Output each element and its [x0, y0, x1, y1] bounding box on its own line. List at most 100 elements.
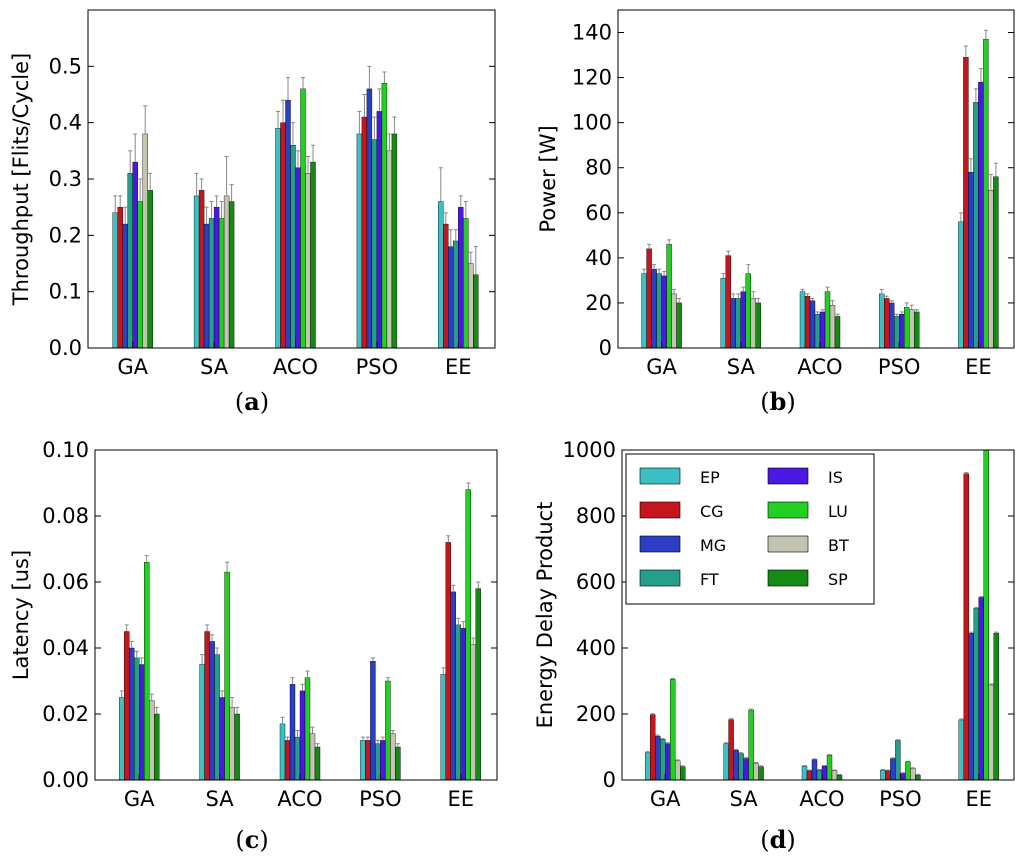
bar-c-CG-SA	[204, 631, 210, 781]
bar-d-BT-ACO	[831, 770, 838, 781]
bar-d-FT-EE	[973, 608, 979, 781]
legend-swatch-CG	[639, 501, 681, 519]
panel-d: 0 200 400 600 800 1000 GA SA ACO PSO EE Energy Dela…	[533, 438, 1015, 854]
bar-d-FT-SA	[738, 753, 744, 781]
bar-c-SP-GA	[153, 713, 160, 781]
bar-d-CG-GA	[650, 714, 656, 781]
bar-b-EP-GA	[641, 273, 647, 349]
bar-b-CG-EE	[963, 57, 969, 349]
bar-d-BT-SA	[753, 763, 759, 781]
xtick-label-c-SA: SA	[206, 787, 235, 811]
bar-c-BT-EE	[470, 644, 476, 781]
bar-d-BT-PSO	[910, 768, 916, 781]
panel-c: 0.00 0.02 0.04 0.06 0.08 0.10 GA SA ACO PSO EE Late…	[9, 438, 498, 854]
xtick-label-c-ACO: ACO	[277, 787, 322, 811]
legend-swatch-IS	[767, 467, 809, 485]
ytick-label-d: 1000	[563, 438, 616, 462]
bar-a-FT-ACO	[290, 144, 296, 349]
bar-b-IS-GA	[661, 275, 667, 349]
bar-d-EP-SA	[723, 743, 729, 781]
bar-c-LU-SA	[224, 571, 230, 781]
bar-d-IS-EE	[978, 597, 984, 781]
bar-c-CG-ACO	[284, 740, 291, 781]
bar-c-MG-PSO	[370, 661, 376, 781]
bar-a-FT-PSO	[371, 139, 378, 349]
bar-b-LU-ACO	[824, 291, 831, 349]
caption-c: (c)	[235, 825, 268, 854]
bar-a-MG-GA	[122, 223, 128, 349]
bar-c-MG-EE	[450, 591, 456, 781]
legend-swatch-FT	[639, 569, 681, 587]
ytick-label-b: 100	[572, 111, 612, 135]
bar-b-BT-SA	[750, 298, 756, 349]
caption-paren-open: (	[235, 826, 244, 854]
bar-d-MG-EE	[968, 632, 974, 781]
bar-c-LU-EE	[465, 489, 471, 781]
bar-a-CG-SA	[198, 190, 205, 349]
xtick-label-b-SA: SA	[727, 355, 756, 379]
bar-d-EP-EE	[958, 719, 964, 781]
ytick-label-c: 0.08	[42, 504, 89, 528]
xtick-label-a-GA: GA	[117, 355, 148, 379]
bar-b-BT-EE	[988, 190, 994, 349]
bar-a-CG-ACO	[280, 122, 286, 349]
bar-d-SP-EE	[993, 632, 999, 781]
bar-c-EP-SA	[199, 664, 205, 781]
bar-a-MG-EE	[448, 246, 454, 349]
bar-b-SP-EE	[993, 176, 999, 349]
bar-b-FT-SA	[735, 298, 741, 349]
caption-paren-open: (	[760, 388, 769, 416]
bar-a-IS-EE	[458, 206, 464, 349]
bar-b-IS-ACO	[819, 311, 826, 349]
ytick-label-a: 0.5	[49, 54, 82, 78]
bar-d-IS-GA	[665, 743, 671, 781]
bar-a-LU-GA	[137, 201, 143, 349]
bar-c-BT-GA	[148, 700, 155, 781]
bar-d-BT-EE	[988, 684, 994, 781]
bar-a-BT-PSO	[386, 150, 393, 349]
bar-d-FT-ACO	[816, 769, 823, 781]
legend-swatch-EP	[639, 467, 681, 485]
bar-b-IS-SA	[740, 291, 746, 349]
bar-c-BT-PSO	[390, 733, 396, 781]
bar-c-FT-SA	[214, 654, 220, 781]
bar-c-MG-SA	[209, 641, 215, 781]
xtick-label-b-ACO: ACO	[797, 355, 842, 379]
bar-b-EP-PSO	[879, 293, 885, 349]
bar-d-CG-EE	[963, 473, 969, 781]
legend-swatch-BT	[767, 535, 809, 553]
legend-label-BT: BT	[828, 536, 849, 555]
bar-d-EP-ACO	[801, 765, 808, 781]
ytick-label-a: 0.2	[49, 223, 82, 247]
legend-label-EP: EP	[700, 468, 720, 487]
bar-a-LU-PSO	[381, 83, 388, 349]
caption-paren-close: )	[786, 826, 795, 854]
xtick-label-d-ACO: ACO	[799, 787, 844, 811]
bar-c-CG-PSO	[365, 740, 371, 781]
panel-b: 0 20 40 60 80 100 120 140 GA SA ACO PSO EE Power [W] (…	[536, 9, 1015, 416]
bar-d-SP-ACO	[836, 774, 843, 781]
bar-d-LU-SA	[748, 709, 754, 781]
bar-b-FT-PSO	[894, 316, 900, 349]
bar-a-EP-GA	[112, 212, 118, 349]
bar-d-LU-GA	[670, 679, 676, 781]
ytick-label-a: 0.4	[49, 111, 82, 135]
xtick-label-c-PSO: PSO	[359, 787, 402, 811]
bar-d-MG-PSO	[890, 758, 896, 781]
bar-b-MG-PSO	[889, 302, 895, 349]
bar-c-IS-ACO	[299, 690, 306, 781]
bar-c-FT-GA	[133, 657, 140, 781]
bar-a-SP-GA	[147, 190, 153, 349]
bar-b-BT-PSO	[909, 309, 915, 349]
bar-b-LU-EE	[983, 39, 989, 349]
bar-c-SP-EE	[475, 588, 481, 781]
caption-b: (b)	[760, 387, 796, 416]
plot-frame-d	[621, 449, 1015, 781]
bar-a-IS-PSO	[376, 111, 383, 349]
bar-c-FT-PSO	[375, 743, 381, 781]
xtick-label-a-EE: EE	[445, 355, 472, 379]
ytick-label-b: 20	[585, 291, 612, 315]
bar-c-EP-EE	[440, 674, 446, 781]
xtick-label-b-GA: GA	[646, 355, 677, 379]
ytick-label-c: 0.02	[42, 702, 89, 726]
